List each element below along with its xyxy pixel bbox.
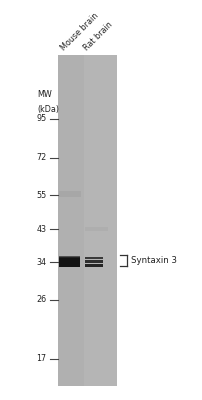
Bar [58, 55, 83, 386]
Bar [58, 256, 80, 258]
Bar [84, 227, 107, 231]
Text: 34: 34 [37, 258, 46, 267]
Text: Rat brain: Rat brain [82, 20, 114, 52]
Bar [58, 55, 116, 386]
Text: 55: 55 [36, 191, 46, 200]
Text: Syntaxin 3: Syntaxin 3 [130, 256, 176, 265]
Bar [58, 257, 80, 268]
Text: 72: 72 [36, 153, 46, 162]
Bar [84, 260, 102, 263]
Bar [83, 55, 116, 386]
Bar [59, 191, 80, 197]
Text: 17: 17 [36, 354, 46, 364]
Text: MW: MW [37, 90, 52, 99]
Text: 95: 95 [36, 114, 46, 123]
Text: 43: 43 [37, 225, 46, 234]
Text: Mouse brain: Mouse brain [59, 11, 100, 52]
Text: (kDa): (kDa) [37, 105, 59, 114]
Bar [84, 264, 102, 268]
Text: 26: 26 [36, 295, 46, 304]
Bar [84, 257, 102, 260]
